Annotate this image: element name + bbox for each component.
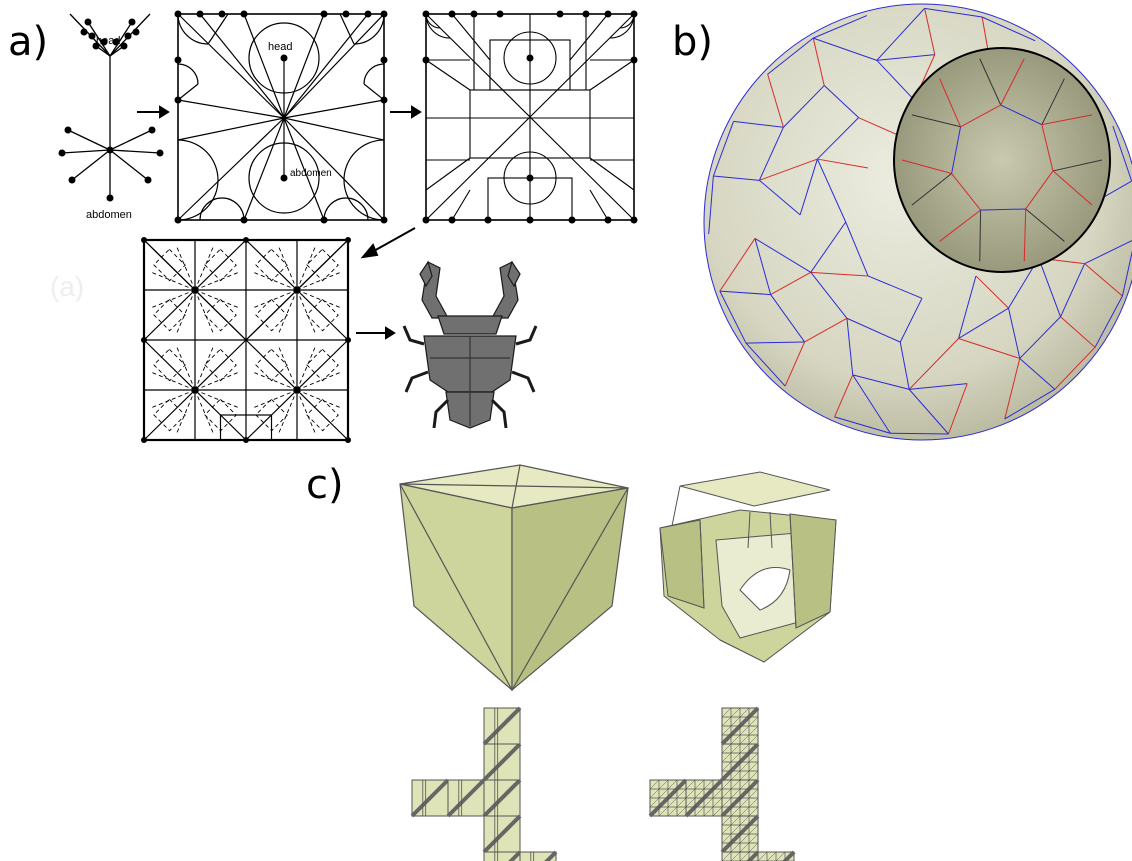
tree-abdomen-label: abdomen xyxy=(86,209,132,221)
full-crease-pattern xyxy=(142,238,350,442)
cube-net-meshed xyxy=(648,706,796,861)
panel-c xyxy=(399,464,837,861)
opening-fold-lines xyxy=(901,58,1103,262)
stick-tree-nodes xyxy=(58,18,164,202)
panel-c-label: c) xyxy=(306,462,344,508)
square-abdomen-label: abdomen xyxy=(290,168,332,179)
arrow-right-icon xyxy=(137,105,170,119)
panel-a: (a) head abd xyxy=(50,10,638,443)
panel-a-watermark: (a) xyxy=(50,271,84,302)
sphere-fold-lines xyxy=(708,7,1132,435)
folded-cube xyxy=(399,464,629,692)
panel-b xyxy=(703,3,1132,441)
partially-folded-cube xyxy=(659,471,837,663)
circle-packing-square xyxy=(177,13,385,221)
arrow-right-icon xyxy=(390,105,422,119)
stick-tree-diagram xyxy=(61,13,161,198)
tree-head-label: head xyxy=(96,35,120,47)
base-crease-nodes xyxy=(422,10,638,224)
base-crease-square xyxy=(425,13,635,221)
crease-pattern-nodes xyxy=(141,237,351,443)
arrow-diagonal-icon xyxy=(360,227,416,259)
panel-a-label: a) xyxy=(8,19,49,65)
square-head-label: head xyxy=(268,41,292,53)
stag-beetle-model xyxy=(402,260,538,429)
sphere-opening xyxy=(893,47,1111,273)
arrow-right-icon xyxy=(356,326,396,340)
panel-b-label: b) xyxy=(672,19,713,65)
cube-net-plain xyxy=(410,706,558,861)
circle-packing-nodes xyxy=(174,10,388,224)
